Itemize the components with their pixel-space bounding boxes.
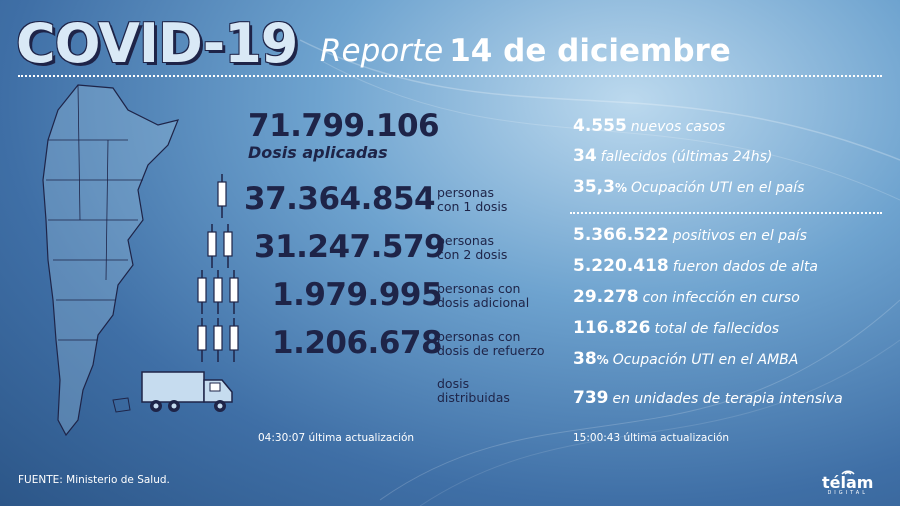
logo-name: télam: [822, 473, 874, 492]
argentina-map-icon: [42, 84, 179, 437]
cases-updated-label: última actualización: [623, 432, 730, 444]
positives-value: 5.366.522: [573, 225, 669, 245]
one-dose-label-line2: con 1 dosis: [437, 199, 508, 214]
right-divider: [570, 212, 882, 214]
header-divider: [18, 75, 882, 77]
vaccines-updated-label: última actualización: [308, 432, 415, 444]
icu-units-label: en unidades de terapia intensiva: [612, 391, 843, 407]
two-dose-value: 31.247.579: [254, 229, 446, 265]
one-dose-label: personas con 1 dosis: [437, 186, 507, 214]
icu-units-row: 739 en unidades de terapia intensiva: [573, 388, 843, 408]
distributed-label: dosis distribuidas: [437, 377, 510, 405]
additional-dose-label: personas con dosis adicional: [437, 282, 529, 310]
icu-amba-row: 38% Ocupación UTI en el AMBA: [573, 349, 798, 369]
icu-amba-unit: %: [596, 353, 609, 367]
vaccines-updated: 04:30:07 última actualización: [258, 432, 414, 444]
new-cases-row: 4.555 nuevos casos: [573, 116, 725, 136]
signal-icon: [841, 470, 855, 475]
icu-country-row: 35,3% Ocupación UTI en el país: [573, 177, 804, 197]
new-cases-value: 4.555: [573, 116, 627, 136]
syringe-icon: [207, 224, 233, 268]
syringe-icon: [197, 318, 239, 362]
deaths-24h-label: fallecidos (últimas 24hs): [600, 149, 773, 165]
icu-amba-label: Ocupación UTI en el AMBA: [612, 352, 799, 368]
additional-dose-label-line2: dosis adicional: [437, 295, 530, 310]
icu-amba-value: 38: [573, 349, 597, 369]
vaccines-updated-time: 04:30:07: [258, 432, 306, 444]
page-title: COVID-19: [16, 12, 298, 75]
cases-updated: 15:00:43 última actualización: [573, 432, 729, 444]
active-infections-value: 29.278: [573, 287, 639, 307]
total-doses-label: Dosis aplicadas: [248, 143, 388, 162]
report-subtitle: Reporte 14 de diciembre: [320, 33, 731, 69]
booster-dose-value: 1.206.678: [272, 325, 443, 361]
cases-updated-time: 15:00:43: [573, 432, 621, 444]
icu-country-label: Ocupación UTI en el país: [630, 180, 805, 196]
total-doses-value: 71.799.106: [248, 108, 440, 144]
icu-country-value: 35,3: [573, 177, 615, 197]
report-label: Reporte: [320, 33, 444, 69]
report-date: 14 de diciembre: [449, 33, 731, 69]
booster-dose-label-line2: dosis de refuerzo: [437, 343, 545, 358]
syringe-icon: [197, 270, 239, 314]
deaths-24h-value: 34: [573, 146, 597, 166]
positives-label: positivos en el país: [672, 228, 807, 244]
total-deaths-value: 116.826: [573, 318, 651, 338]
distributed-label-line1: dosis: [437, 376, 470, 391]
positives-row: 5.366.522 positivos en el país: [573, 225, 807, 245]
discharged-value: 5.220.418: [573, 256, 669, 276]
two-dose-label-line2: con 2 dosis: [437, 247, 508, 262]
syringe-icon: [217, 174, 227, 218]
two-dose-label: personas con 2 dosis: [437, 234, 507, 262]
one-dose-label-line1: personas: [437, 185, 495, 200]
booster-dose-label: personas con dosis de refuerzo: [437, 330, 545, 358]
icu-units-value: 739: [573, 388, 609, 408]
logo-sub: DIGITAL: [827, 490, 868, 496]
new-cases-label: nuevos casos: [630, 119, 726, 135]
total-deaths-label: total de fallecidos: [654, 321, 780, 337]
discharged-row: 5.220.418 fueron dados de alta: [573, 256, 818, 276]
truck-icon: [141, 371, 233, 412]
total-deaths-row: 116.826 total de fallecidos: [573, 318, 779, 338]
additional-dose-value: 1.979.995: [272, 277, 443, 313]
booster-dose-label-line1: personas con: [437, 329, 521, 344]
source-footer: FUENTE: Ministerio de Salud.: [18, 474, 170, 486]
one-dose-value: 37.364.854: [244, 181, 436, 217]
deaths-24h-row: 34 fallecidos (últimas 24hs): [573, 146, 772, 166]
discharged-label: fueron dados de alta: [672, 259, 818, 275]
active-infections-label: con infección en curso: [642, 290, 800, 306]
additional-dose-label-line1: personas con: [437, 281, 521, 296]
active-infections-row: 29.278 con infección en curso: [573, 287, 800, 307]
distributed-label-line2: distribuidas: [437, 390, 510, 405]
two-dose-label-line1: personas: [437, 233, 495, 248]
icu-country-unit: %: [614, 181, 627, 195]
telam-logo: télam DIGITAL: [822, 467, 873, 496]
